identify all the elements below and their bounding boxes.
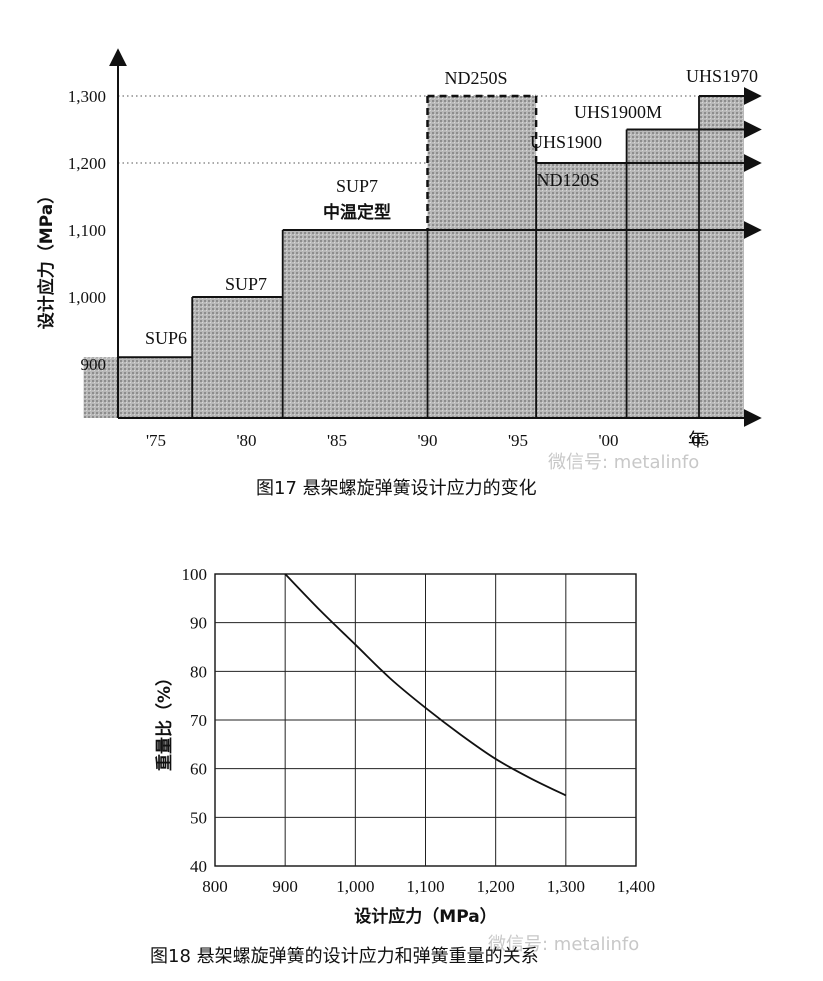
- c1-y-tick-label: 900: [81, 355, 107, 374]
- c1-y-tick-label: 1,300: [68, 87, 106, 106]
- c1-area-column: [282, 230, 428, 418]
- c2-x-tick-label: 800: [202, 877, 228, 896]
- c2-x-tick-label: 1,100: [406, 877, 444, 896]
- c1-x-unit-label: 年: [688, 430, 706, 451]
- c2-y-tick-label: 40: [190, 857, 207, 876]
- c1-x-tick-label: '90: [417, 431, 437, 450]
- c1-y-tick-label: 1,000: [68, 288, 106, 307]
- c1-step-areas: [83, 96, 744, 418]
- c1-segment-label: UHS1970: [686, 66, 758, 86]
- c1-area-column: [699, 96, 744, 418]
- c1-segment-label: SUP6: [145, 328, 187, 348]
- c2-x-axis-label: 设计应力（MPa）: [354, 906, 496, 927]
- c2-watermark: 微信号: metalinfo: [488, 934, 639, 955]
- c2-weight-ratio-curve: [284, 573, 567, 797]
- c2-y-tick-label: 50: [190, 808, 207, 827]
- c2-plot-frame: [214, 573, 637, 867]
- c1-segment-label: SUP7: [225, 274, 267, 294]
- c2-tick-labels: 800 900 1,000 1,100 1,200 1,300 1,400 40 50 60 70 8…: [182, 565, 656, 896]
- c2-y-axis-label: 重量比（%）: [154, 669, 175, 771]
- c1-segment-label: 中温定型: [323, 202, 391, 223]
- c1-watermark: 微信号: metalinfo: [548, 452, 699, 473]
- c1-area-column: [536, 163, 627, 418]
- c1-area-column: [427, 96, 537, 418]
- c2-y-tick-label: 70: [190, 711, 207, 730]
- c1-area-column: [192, 297, 283, 418]
- c1-caption: 图17 悬架螺旋弹簧设计应力的变化: [256, 478, 537, 499]
- c1-x-tick-label: '85: [327, 431, 347, 450]
- c1-y-tick-label: 1,200: [68, 154, 106, 173]
- c1-y-tick-label: 1,100: [68, 221, 106, 240]
- c2-x-tick-label: 1,300: [547, 877, 585, 896]
- c2-caption: 图18 悬架螺旋弹簧的设计应力和弹簧重量的关系: [150, 946, 539, 967]
- c1-segment-labels: SUP6 SUP7 SUP7 中温定型 ND250S ND120S UHS1900 UHS19…: [145, 66, 758, 348]
- c2-y-tick-label: 80: [190, 662, 207, 681]
- c2-x-tick-label: 1,400: [617, 877, 655, 896]
- c2-x-tick-label: 900: [272, 877, 298, 896]
- c1-segment-label: UHS1900: [530, 132, 602, 152]
- c1-segment-label: ND250S: [444, 68, 507, 88]
- c1-area-column: [626, 129, 699, 418]
- c1-x-tick-label: '95: [508, 431, 528, 450]
- c2-x-tick-label: 1,000: [336, 877, 374, 896]
- c1-segment-label: ND120S: [536, 170, 599, 190]
- c1-gridlines: [118, 95, 744, 164]
- c1-x-tick-label: '75: [146, 431, 166, 450]
- c1-segment-label: SUP7: [336, 176, 378, 196]
- c1-area-column: [83, 357, 193, 418]
- design-stress-history-chart: 900 1,000 1,100 1,200 1,300 '75 '80 '85 '90 '95 '0…: [36, 48, 762, 499]
- c2-y-tick-label: 60: [190, 760, 207, 779]
- c1-x-tick-label: '80: [236, 431, 256, 450]
- c2-y-tick-label: 90: [190, 614, 207, 633]
- c1-step-lines: [109, 48, 762, 427]
- c2-x-tick-label: 1,200: [477, 877, 515, 896]
- c1-x-tick-label: '00: [598, 431, 618, 450]
- c2-y-tick-label: 100: [182, 565, 208, 584]
- c1-x-tick-label: '05: [689, 431, 709, 450]
- c1-y-axis-label: 设计应力（MPa）: [36, 187, 57, 329]
- c1-tick-labels: 900 1,000 1,100 1,200 1,300 '75 '80 '85 '90 '95 '0…: [68, 87, 709, 450]
- c1-segment-label: UHS1900M: [574, 102, 662, 122]
- c2-grid: [214, 573, 637, 867]
